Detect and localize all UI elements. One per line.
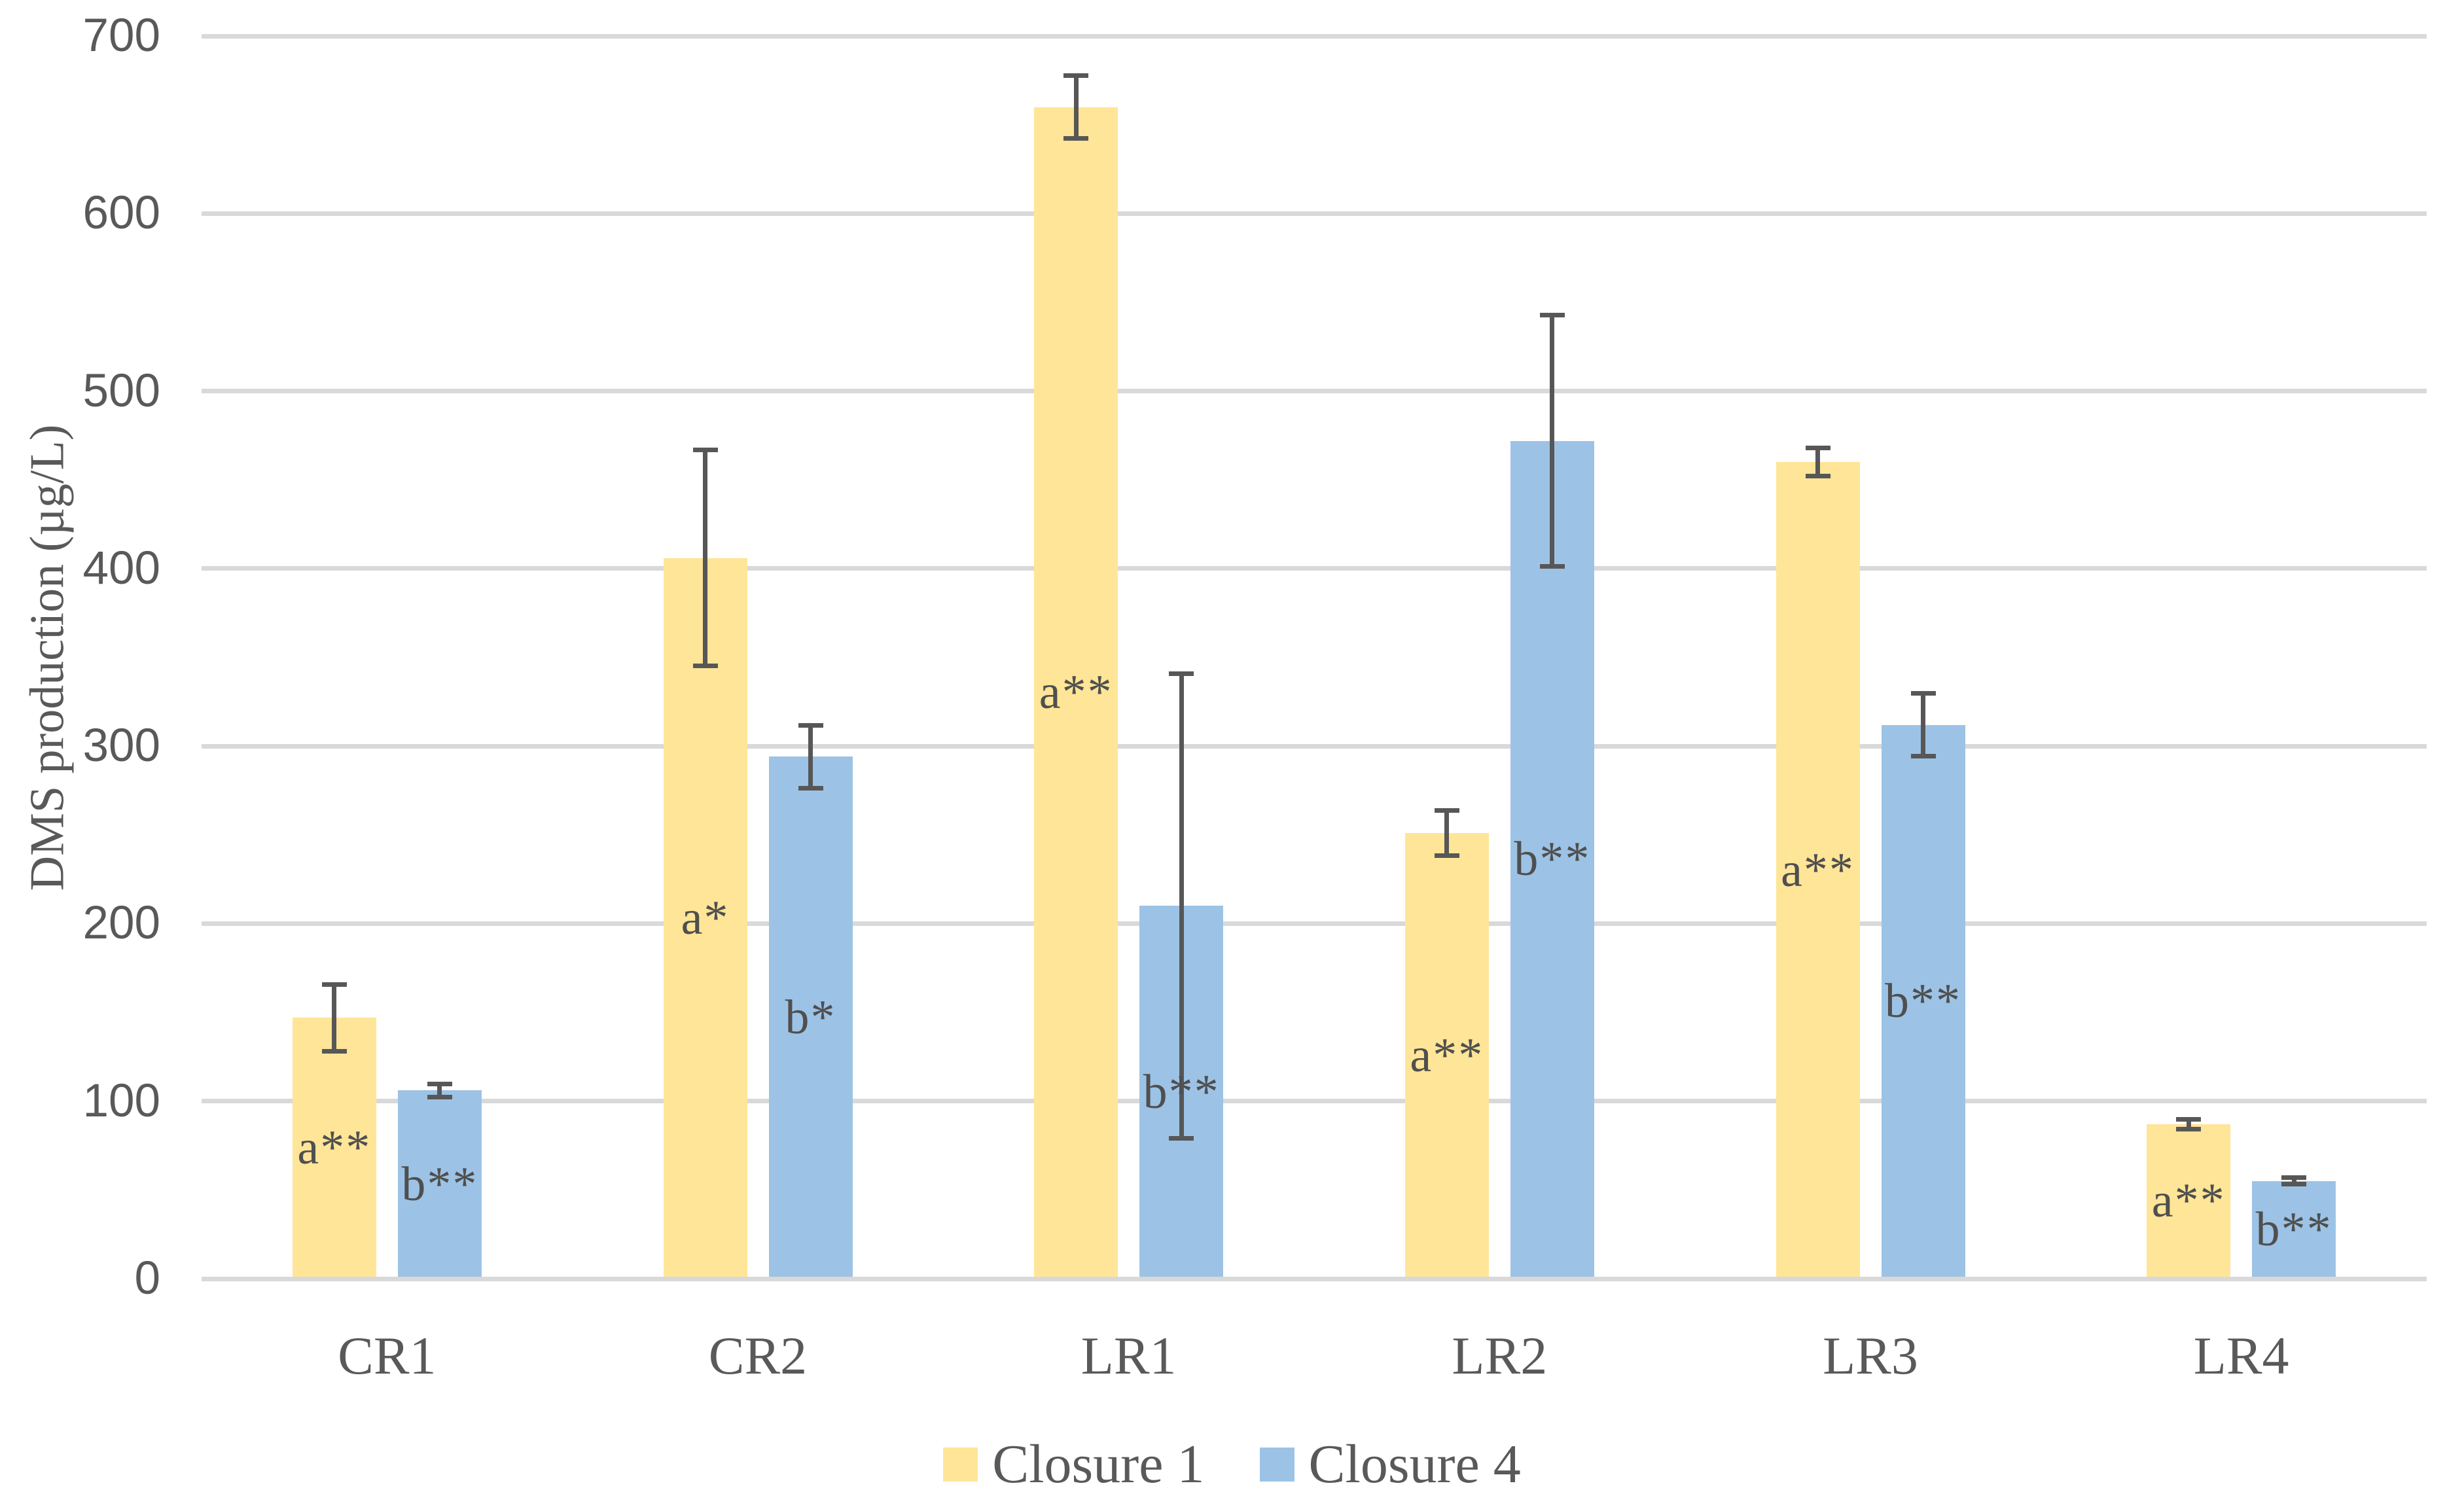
- category-label-lr2: LR2: [1452, 1326, 1548, 1385]
- error-bar-cap-top-closure-4-cr1: [427, 1081, 452, 1086]
- error-bar-cap-bottom-closure-1-cr1: [321, 1048, 347, 1054]
- error-bar-cap-top-closure-1-lr2: [1434, 808, 1459, 813]
- error-bar-cap-top-closure-1-cr1: [321, 982, 347, 987]
- y-tick-label-200: 200: [82, 897, 160, 950]
- category-label-lr1: LR1: [1080, 1326, 1177, 1385]
- gridline-700: [202, 33, 2427, 39]
- bar-annotation-closure-4-lr3: b**: [1885, 974, 1961, 1029]
- category-label-lr4: LR4: [2193, 1326, 2289, 1385]
- legend-item-closure-1: Closure 1: [943, 1434, 1205, 1495]
- y-tick-label-700: 700: [82, 10, 160, 62]
- error-bar-line-closure-1-lr4: [2186, 1118, 2191, 1130]
- error-bar-cap-bottom-closure-4-cr1: [427, 1095, 452, 1100]
- bar-annotation-closure-4-lr2: b**: [1514, 832, 1591, 887]
- y-tick-label-300: 300: [82, 720, 160, 772]
- error-bar-line-closure-4-cr2: [808, 724, 813, 789]
- bar-annotation-closure-4-cr2: b*: [785, 990, 836, 1044]
- error-bar-cap-bottom-closure-1-lr1: [1063, 136, 1089, 141]
- error-bar-cap-top-closure-1-lr1: [1063, 73, 1089, 78]
- legend-swatch-closure-4: [1259, 1448, 1294, 1482]
- error-bar-cap-bottom-closure-4-lr4: [2281, 1182, 2307, 1187]
- error-bar-cap-bottom-closure-1-lr4: [2176, 1127, 2202, 1132]
- category-label-cr2: CR2: [708, 1326, 808, 1385]
- bar-closure-4-lr4: [2252, 1181, 2336, 1279]
- y-tick-label-500: 500: [82, 364, 160, 417]
- legend-swatch-closure-1: [943, 1448, 978, 1482]
- bar-annotation-closure-4-lr1: b**: [1143, 1065, 1220, 1119]
- error-bar-line-closure-1-lr2: [1444, 809, 1450, 857]
- error-bar-cap-bottom-closure-1-lr2: [1434, 853, 1459, 859]
- y-tick-label-400: 400: [82, 542, 160, 594]
- y-tick-label-100: 100: [82, 1075, 160, 1127]
- x-axis-line: [202, 1276, 2427, 1281]
- bar-closure-1-cr1: [292, 1018, 376, 1279]
- gridline-400: [202, 566, 2427, 571]
- error-bar-cap-top-closure-4-lr1: [1169, 671, 1194, 676]
- error-bar-cap-top-closure-4-lr2: [1539, 312, 1565, 317]
- bar-closure-1-cr2: [663, 558, 747, 1279]
- gridline-100: [202, 1099, 2427, 1104]
- legend-item-closure-4: Closure 4: [1259, 1434, 1521, 1495]
- error-bar-cap-top-closure-1-lr3: [1805, 446, 1830, 451]
- y-axis-title: DMS production (µg/L): [20, 424, 75, 891]
- category-label-lr3: LR3: [1823, 1326, 1918, 1385]
- error-bar-cap-top-closure-4-lr4: [2281, 1175, 2307, 1181]
- error-bar-cap-bottom-closure-4-lr3: [1910, 754, 1936, 759]
- error-bar-cap-top-closure-4-lr3: [1910, 690, 1936, 696]
- error-bar-cap-top-closure-4-cr2: [798, 722, 823, 728]
- error-bar-cap-top-closure-1-cr2: [692, 448, 718, 453]
- y-tick-label-0: 0: [134, 1253, 161, 1304]
- plot-area: a** a* a** a** a** a** b** b* b** b** b** b**: [202, 33, 2427, 1281]
- bar-annotation-closure-4-lr4: b**: [2255, 1202, 2332, 1256]
- bar-annotation-closure-1-cr2: a*: [681, 891, 730, 945]
- error-bar-line-closure-4-lr1: [1179, 673, 1184, 1139]
- error-bar-line-closure-4-lr2: [1550, 314, 1555, 567]
- bar-closure-4-cr1: [397, 1090, 482, 1279]
- bar-annotation-closure-1-lr2: a**: [1410, 1029, 1484, 1083]
- error-bar-line-closure-1-cr2: [703, 450, 707, 667]
- bar-annotation-closure-1-lr3: a**: [1781, 843, 1855, 897]
- bar-annotation-closure-4-cr1: b**: [401, 1157, 478, 1211]
- bar-closure-1-lr1: [1034, 107, 1118, 1279]
- error-bar-line-closure-1-lr3: [1815, 448, 1820, 476]
- error-bar-line-closure-1-lr1: [1073, 75, 1079, 139]
- error-bar-line-closure-1-cr1: [332, 984, 337, 1052]
- legend-label-closure-4: Closure 4: [1308, 1434, 1521, 1495]
- gridline-300: [202, 743, 2427, 749]
- bar-closure-1-lr4: [2147, 1124, 2231, 1279]
- bar-closure-1-lr2: [1404, 833, 1489, 1279]
- bar-closure-1-lr3: [1776, 462, 1860, 1279]
- error-bar-cap-top-closure-1-lr4: [2176, 1116, 2202, 1122]
- bar-closure-4-cr2: [768, 756, 853, 1279]
- bar-closure-4-lr2: [1510, 440, 1594, 1279]
- error-bar-cap-bottom-closure-4-cr2: [798, 786, 823, 791]
- legend-label-closure-1: Closure 1: [992, 1434, 1205, 1495]
- bar-closure-4-lr3: [1881, 724, 1965, 1279]
- error-bar-line-closure-4-lr4: [2291, 1177, 2296, 1185]
- bar-annotation-closure-1-lr1: a**: [1039, 666, 1113, 720]
- bar-annotation-closure-1-cr1: a**: [297, 1121, 372, 1175]
- gridline-500: [202, 389, 2427, 394]
- gridline-200: [202, 921, 2427, 926]
- legend: Closure 1 Closure 4: [0, 1437, 2464, 1492]
- error-bar-cap-bottom-closure-1-cr2: [692, 664, 718, 669]
- error-bar-line-closure-4-lr3: [1921, 692, 1925, 757]
- error-bar-cap-bottom-closure-4-lr1: [1169, 1135, 1194, 1141]
- error-bar-cap-bottom-closure-1-lr3: [1805, 473, 1830, 478]
- error-bar-line-closure-4-cr1: [437, 1083, 442, 1098]
- bar-annotation-closure-1-lr4: a**: [2151, 1174, 2226, 1228]
- category-label-cr1: CR1: [338, 1326, 437, 1385]
- error-bar-cap-bottom-closure-4-lr2: [1539, 564, 1565, 569]
- y-tick-label-600: 600: [82, 187, 160, 240]
- gridline-600: [202, 211, 2427, 216]
